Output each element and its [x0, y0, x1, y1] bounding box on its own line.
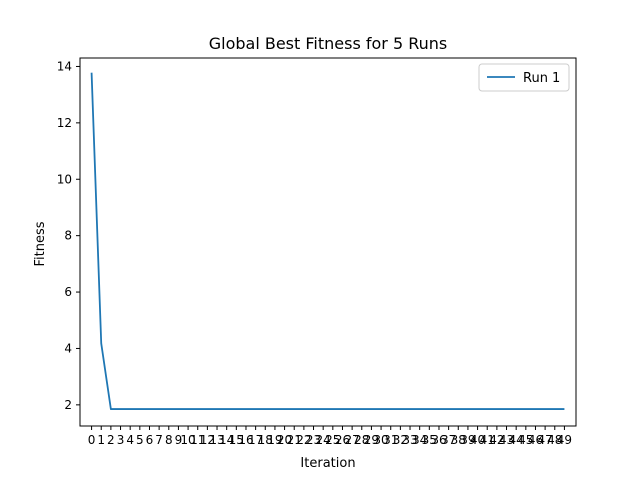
- x-tick-label: 40: [470, 433, 485, 447]
- y-tick-label: 14: [57, 59, 72, 73]
- y-tick-label: 2: [64, 398, 72, 412]
- x-tick-label: 24: [316, 433, 331, 447]
- plot-frame: [79, 57, 577, 427]
- x-tick-label: 46: [528, 433, 543, 447]
- x-tick-label: 6: [146, 433, 154, 447]
- x-tick-label: 47: [537, 433, 552, 447]
- x-tick-label: 0: [88, 433, 96, 447]
- x-tick-label: 44: [509, 433, 524, 447]
- x-tick-label: 37: [441, 433, 456, 447]
- x-tick-label: 25: [325, 433, 340, 447]
- x-tick-label: 3: [117, 433, 125, 447]
- legend-box: [478, 63, 570, 92]
- x-tick-label: 43: [499, 433, 514, 447]
- y-axis-label: Fitness: [33, 221, 48, 266]
- x-tick-label: 32: [393, 433, 408, 447]
- x-tick-label: 48: [547, 433, 562, 447]
- x-tick-label: 42: [489, 433, 504, 447]
- x-tick-label: 11: [190, 433, 205, 447]
- x-tick-label: 27: [344, 433, 359, 447]
- x-tick-label: 20: [277, 433, 292, 447]
- legend: Run 1: [478, 63, 570, 92]
- x-tick-label: 33: [402, 433, 417, 447]
- x-tick-label: 9: [175, 433, 183, 447]
- series-line-1: [90, 72, 565, 410]
- x-tick-label: 35: [422, 433, 437, 447]
- x-tick-label: 21: [287, 433, 302, 447]
- x-tick-label: 26: [335, 433, 350, 447]
- legend-label: Run 1: [523, 71, 560, 86]
- x-tick-label: 18: [258, 433, 273, 447]
- x-tick-label: 16: [238, 433, 253, 447]
- y-tick-label: 12: [57, 116, 72, 130]
- x-tick-label: 15: [229, 433, 244, 447]
- y-tick-label: 6: [64, 285, 72, 299]
- x-axis-label: Iteration: [300, 456, 355, 471]
- x-tick-label: 39: [460, 433, 475, 447]
- x-tick-label: 30: [373, 433, 388, 447]
- x-tick-label: 22: [296, 433, 311, 447]
- y-tick-label: 8: [64, 229, 72, 243]
- chart-title: Global Best Fitness for 5 Runs: [209, 34, 448, 53]
- x-tick-label: 2: [107, 433, 115, 447]
- x-tick-label: 41: [480, 433, 495, 447]
- x-tick-label: 19: [267, 433, 282, 447]
- x-tick-label: 29: [364, 433, 379, 447]
- plot-area: 0 1 2 3 4 5 6 7 8 9101112131415161718192021222324…: [57, 57, 577, 447]
- x-tick-label: 34: [412, 433, 427, 447]
- x-tick-label: 5: [136, 433, 144, 447]
- x-tick-label: 10: [180, 433, 195, 447]
- x-tick-label: 28: [354, 433, 369, 447]
- x-tick-label: 23: [306, 433, 321, 447]
- x-tick-label: 31: [383, 433, 398, 447]
- x-tick-label: 4: [126, 433, 134, 447]
- x-tick-label: 1: [97, 433, 105, 447]
- x-tick-label: 13: [209, 433, 224, 447]
- x-tick-label: 14: [219, 433, 234, 447]
- y-tick-label: 4: [64, 341, 72, 355]
- x-tick-label: 36: [431, 433, 446, 447]
- x-tick-label: 17: [248, 433, 263, 447]
- x-tick-label: 45: [518, 433, 533, 447]
- x-tick-label: 12: [200, 433, 215, 447]
- x-tick-label: 49: [557, 433, 572, 447]
- x-tick-label: 7: [155, 433, 163, 447]
- x-tick-label: 8: [165, 433, 173, 447]
- x-tick-label: 38: [451, 433, 466, 447]
- y-tick-label: 10: [57, 172, 72, 186]
